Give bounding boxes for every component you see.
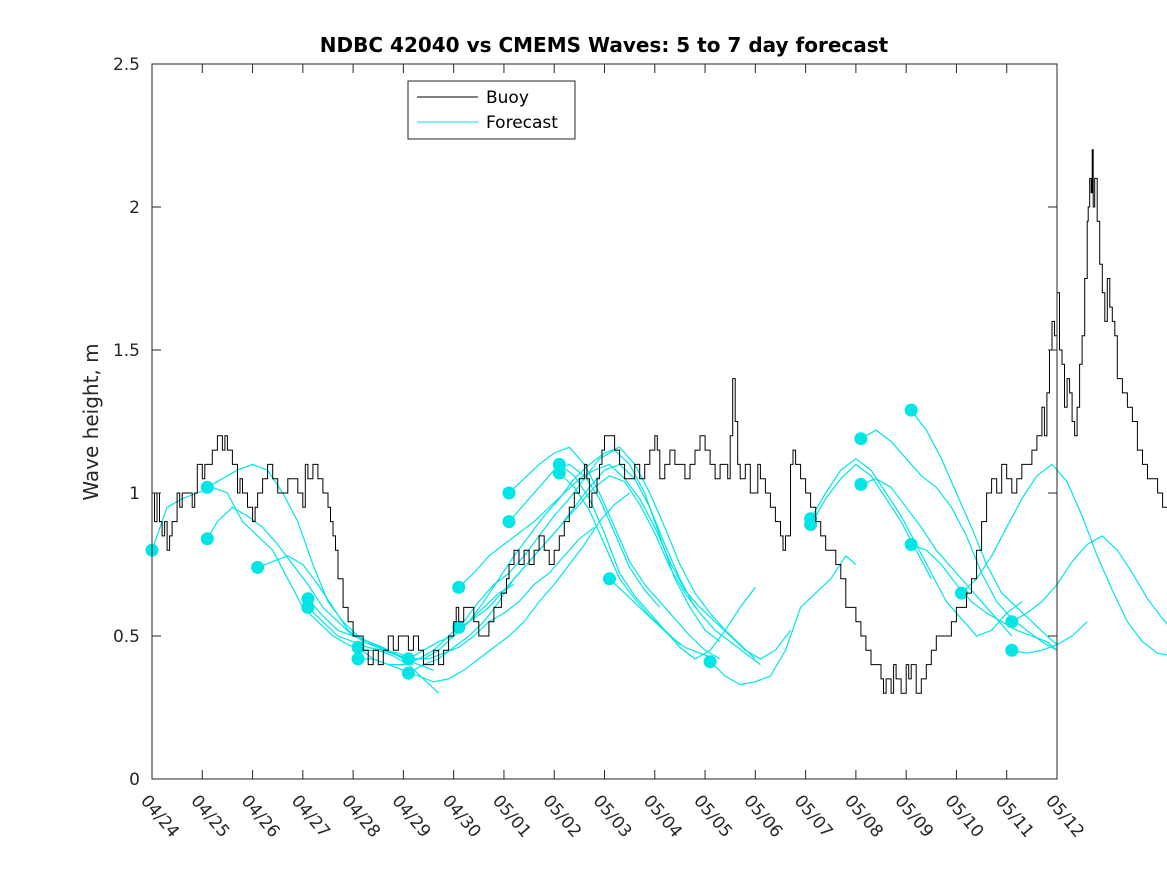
y-tick-label: 2 (129, 198, 140, 218)
forecast-start-dot-13 (502, 486, 516, 500)
forecast-line-12 (458, 475, 761, 666)
forecast-line-21 (860, 429, 1058, 651)
x-tick-label: 05/07 (790, 791, 837, 841)
forecast-start-dot-9 (401, 652, 415, 666)
x-tick-label: 04/26 (237, 791, 284, 841)
x-tick-label: 04/29 (388, 791, 435, 841)
forecast-start-dot-21 (854, 432, 868, 446)
x-tick-label: 04/24 (136, 791, 183, 841)
forecast-line-24 (910, 543, 1058, 651)
x-tick-label: 05/11 (991, 791, 1038, 841)
x-tick-label: 04/27 (287, 791, 334, 841)
forecast-start-dot-23 (904, 403, 918, 417)
legend: Buoy Forecast (407, 80, 576, 140)
x-tick-label: 05/01 (488, 791, 535, 841)
x-tick-label: 05/12 (1041, 791, 1088, 841)
legend-box (407, 80, 576, 140)
y-tick-label: 1 (129, 484, 140, 504)
plot-area (152, 64, 1057, 779)
forecast-start-dot-25 (955, 586, 968, 600)
x-tick-label: 05/08 (840, 791, 887, 841)
x-tick-label: 05/03 (589, 791, 636, 841)
x-tick-label: 05/04 (639, 791, 686, 841)
forecast-line-5 (307, 526, 595, 660)
y-tick-label: 0 (129, 770, 140, 790)
forecast-start-dot-27 (1005, 643, 1019, 657)
buoy-line (152, 149, 1167, 694)
forecast-line-22 (860, 478, 1013, 637)
y-axis-label: Wave height, m (79, 343, 103, 500)
forecast-start-dot-16 (552, 466, 566, 480)
x-tick-label: 05/09 (890, 791, 937, 841)
x-tick-label: 05/06 (739, 791, 786, 841)
x-tick-label: 04/28 (337, 791, 384, 841)
forecast-start-dot-2 (200, 480, 214, 494)
forecast-line-17 (609, 578, 716, 660)
x-tick-label: 04/30 (438, 791, 485, 841)
forecast-start-dot-22 (854, 477, 868, 491)
forecast-start-dot-14 (502, 515, 516, 529)
forecast-line-26 (1011, 535, 1167, 625)
forecast-line-13 (508, 446, 721, 660)
forecast-line-9 (408, 446, 756, 660)
buoy-series-group (152, 149, 1167, 694)
forecast-start-dot-24 (904, 538, 918, 551)
forecast-start-dot-4 (251, 560, 265, 574)
forecast-line-27 (1011, 621, 1088, 654)
forecast-start-dot-11 (452, 580, 466, 594)
forecast-start-dot-10 (401, 666, 415, 680)
x-tick-label: 04/25 (186, 791, 233, 841)
forecast-start-dot-3 (200, 532, 214, 546)
forecast-start-dot-7 (351, 640, 365, 654)
legend-buoy-label: Buoy (486, 88, 529, 108)
forecast-line-18 (709, 555, 857, 686)
x-tick-label: 05/05 (689, 791, 736, 841)
forecast-start-dot-18 (703, 655, 717, 669)
chart-title: NDBC 42040 vs CMEMS Waves: 5 to 7 day fo… (320, 33, 889, 57)
x-tick-label: 05/02 (538, 791, 585, 841)
forecast-start-dot-26 (1005, 615, 1019, 629)
forecast-start-dot-6 (301, 600, 315, 614)
y-tick-label: 0.5 (113, 627, 140, 647)
forecast-line-16 (558, 472, 681, 646)
legend-forecast-label: Forecast (486, 113, 558, 133)
y-tick-label: 1.5 (113, 341, 140, 361)
forecast-start-dot-8 (351, 652, 365, 666)
forecast-start-dot-12 (452, 620, 466, 634)
forecast-line-25 (961, 463, 1167, 656)
forecast-start-dot-17 (603, 572, 616, 586)
y-tick-label: 2.5 (113, 55, 140, 75)
forecast-start-dot-20 (804, 518, 818, 531)
forecast-line-1 (151, 486, 440, 694)
x-tick-label: 05/10 (941, 791, 988, 841)
